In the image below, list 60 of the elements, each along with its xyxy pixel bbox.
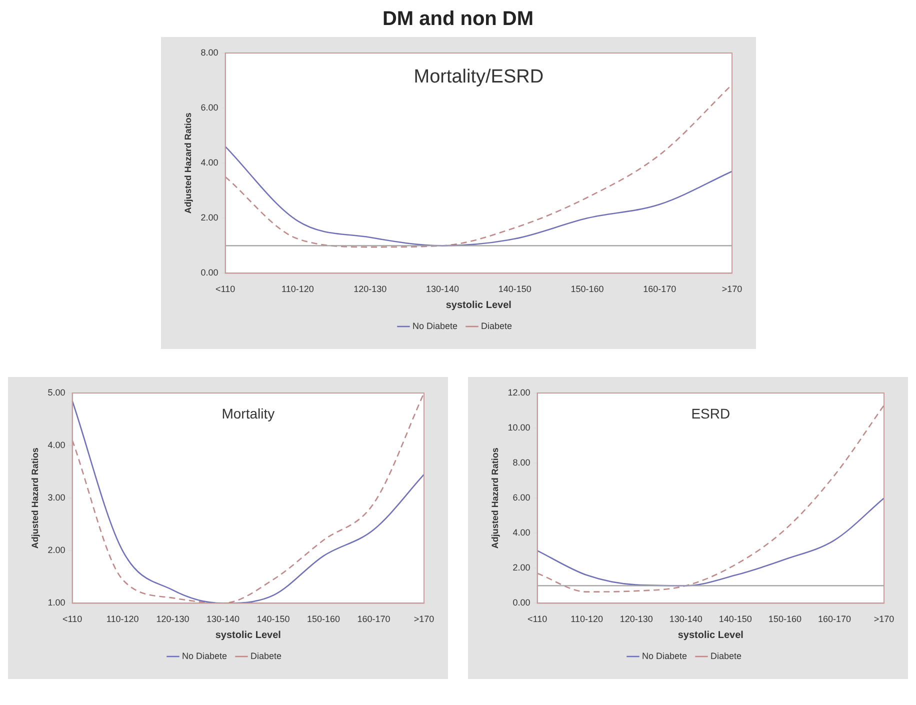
x-tick-label: 140-150	[256, 614, 290, 624]
x-tick-label: 140-150	[498, 284, 531, 294]
x-tick-label: 160-170	[357, 614, 390, 624]
line-series	[224, 146, 732, 246]
y-tick-label: 1.00	[48, 598, 66, 608]
text: ESRD	[691, 405, 730, 422]
x-tick-label: 110-120	[106, 614, 139, 624]
x-tick-label: 130-140	[425, 284, 458, 294]
x-axis-title: systolic Level	[445, 300, 512, 311]
x-tick-label: >170	[414, 614, 434, 624]
y-tick-label: 4.00	[200, 158, 218, 168]
y-tick-label: 4.00	[512, 528, 530, 538]
legend-label: Diabete	[710, 650, 742, 661]
y-tick-label: 5.00	[48, 387, 66, 398]
y-tick-label: 2.00	[512, 562, 530, 573]
y-tick-label: 4.00	[48, 440, 66, 450]
x-tick-label: 150-160	[307, 614, 340, 624]
x-tick-label: 150-160	[570, 284, 604, 294]
x-tick-label: <110	[528, 614, 548, 624]
chart-title: DM and non DM	[381, 8, 535, 31]
legend-label: Diabete	[480, 320, 512, 331]
y-axis-title: Adjusted Hazard Ratios	[490, 448, 500, 549]
x-tick-label: 140-150	[718, 614, 752, 624]
y-axis-title: Adjusted Hazard Ratios	[30, 448, 40, 549]
x-tick-label: >170	[874, 614, 894, 624]
y-tick-label: 12.00	[508, 387, 530, 398]
y-tick-label: 10.00	[508, 422, 530, 433]
x-tick-label: 130-140	[206, 614, 240, 624]
y-tick-label: 3.00	[48, 492, 66, 503]
y-tick-label: 6.00	[512, 492, 530, 503]
y-tick-label: 6.00	[200, 102, 218, 113]
x-tick-label: 110-120	[281, 284, 314, 294]
x-tick-label: <110	[215, 284, 235, 294]
x-tick-label: 120-130	[620, 614, 653, 624]
text: Mortality	[222, 405, 275, 422]
x-axis-title: systolic Level	[678, 630, 744, 641]
y-axis-title: Adjusted Hazard Ratios	[182, 112, 192, 214]
y-tick-label: 2.00	[48, 545, 66, 556]
legend-label: No Diabete	[182, 650, 228, 661]
x-axis-title: systolic Level	[215, 630, 282, 641]
y-tick-label: 2.00	[200, 212, 218, 223]
x-tick-label: 120-130	[353, 284, 386, 294]
x-tick-label: 160-170	[642, 284, 676, 294]
x-tick-label: 160-170	[818, 614, 851, 624]
line-series	[536, 497, 885, 586]
x-tick-label: 120-130	[156, 614, 190, 624]
x-tick-label: 150-160	[768, 614, 802, 624]
y-tick-label: 0.00	[512, 598, 530, 608]
y-tick-label: 8.00	[200, 47, 218, 58]
x-tick-label: >170	[721, 284, 742, 294]
line-series	[536, 404, 885, 592]
x-tick-label: <110	[62, 614, 82, 624]
x-tick-label: 130-140	[669, 614, 702, 624]
legend-label: No Diabete	[412, 320, 458, 331]
y-tick-label: 8.00	[512, 458, 530, 468]
legend-label: No Diabete	[642, 650, 688, 661]
y-tick-label: 0.00	[200, 268, 218, 278]
x-tick-label: 110-120	[570, 614, 604, 624]
text: Mortality/ESRD	[413, 66, 544, 88]
legend-label: Diabete	[250, 650, 282, 661]
